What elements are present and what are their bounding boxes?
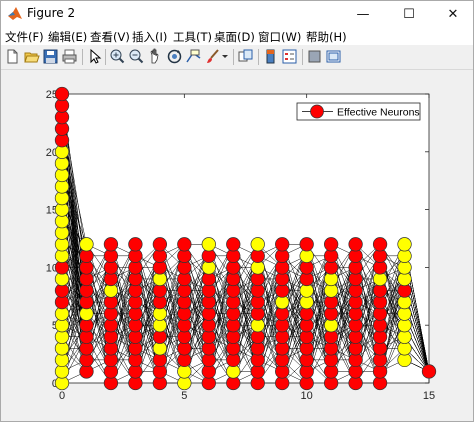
toolbar	[1, 45, 473, 70]
menu-insert[interactable]: 插入(I)	[132, 30, 168, 44]
close-button[interactable]: ✕	[431, 1, 474, 27]
y-tick-label: 10	[46, 262, 58, 274]
legend-box	[296, 102, 421, 121]
new-figure-icon[interactable]	[4, 48, 21, 65]
scatter-plot[interactable]: 0510150510152025Effective Neurons	[1, 70, 473, 421]
neuron-point	[103, 237, 119, 252]
toolbar-separator	[233, 49, 234, 65]
maximize-button[interactable]: ☐	[387, 1, 431, 27]
neuron-point	[421, 364, 437, 379]
data-cursor-icon[interactable]	[185, 48, 202, 65]
neuron-point	[372, 237, 388, 252]
y-tick-label: 20	[46, 147, 58, 159]
hide-plot-tools-icon[interactable]	[306, 48, 323, 65]
neuron-point	[323, 237, 339, 252]
legend-marker	[310, 104, 324, 119]
zoom-in-icon[interactable]	[109, 48, 126, 65]
matlab-logo-icon	[8, 7, 22, 20]
minimize-icon: —	[356, 6, 370, 22]
neuron-point	[250, 237, 265, 252]
y-tick-label: 15	[46, 205, 58, 217]
show-plot-tools-icon[interactable]	[325, 48, 342, 65]
menu-tools[interactable]: 工具(T)	[173, 30, 212, 44]
neuron-point	[299, 237, 314, 252]
menu-view[interactable]: 查看(V)	[90, 30, 130, 44]
insert-colorbar-icon[interactable]	[262, 48, 279, 65]
toolbar-separator	[258, 49, 259, 65]
neuron-point	[128, 237, 143, 252]
x-tick-label: 15	[423, 390, 435, 402]
x-tick-label: 10	[301, 390, 313, 402]
neuron-point	[54, 86, 70, 102]
x-tick-label: 5	[181, 390, 187, 402]
menu-help[interactable]: 帮助(H)	[306, 30, 347, 44]
title-bar: Figure 2 — ☐ ✕	[1, 1, 473, 27]
brush-dropdown-icon[interactable]	[221, 48, 230, 65]
rotate-3d-icon[interactable]	[166, 48, 183, 65]
y-tick-label: 25	[46, 89, 58, 101]
window-title: Figure 2	[27, 6, 76, 20]
toolbar-separator	[105, 49, 106, 65]
neuron-point	[397, 237, 412, 252]
minimize-button[interactable]: —	[341, 1, 385, 27]
neuron-point	[177, 237, 192, 252]
figure-area: 0510150510152025Effective Neurons	[1, 70, 473, 421]
insert-legend-icon[interactable]	[281, 48, 298, 65]
menu-window[interactable]: 窗口(W)	[258, 30, 302, 44]
neuron-point	[152, 237, 168, 252]
neuron-point	[79, 237, 94, 252]
save-icon[interactable]	[42, 48, 59, 65]
menu-edit[interactable]: 编辑(E)	[48, 30, 88, 44]
legend-label: Effective Neurons	[337, 107, 420, 119]
toolbar-separator	[82, 49, 83, 65]
neuron-point	[348, 237, 363, 252]
plot-area	[62, 94, 429, 383]
pan-hand-icon[interactable]	[147, 48, 164, 65]
open-file-icon[interactable]	[23, 48, 40, 65]
close-icon: ✕	[447, 6, 459, 22]
neuron-point	[226, 237, 241, 252]
neuron-point	[201, 237, 216, 252]
x-tick-label: 0	[59, 390, 65, 402]
menu-file[interactable]: 文件(F)	[5, 30, 44, 44]
menu-desktop[interactable]: 桌面(D)	[214, 30, 255, 44]
menu-bar: 文件(F) 编辑(E) 查看(V) 插入(I) 工具(T) 桌面(D) 窗口(W…	[1, 27, 473, 45]
neuron-point	[275, 237, 290, 252]
edit-plot-arrow-icon[interactable]	[86, 48, 103, 65]
maximize-icon: ☐	[403, 6, 415, 22]
print-icon[interactable]	[61, 48, 78, 65]
link-plot-icon[interactable]	[237, 48, 254, 65]
brush-icon[interactable]	[204, 48, 221, 65]
zoom-out-icon[interactable]	[128, 48, 145, 65]
toolbar-separator	[302, 49, 303, 65]
